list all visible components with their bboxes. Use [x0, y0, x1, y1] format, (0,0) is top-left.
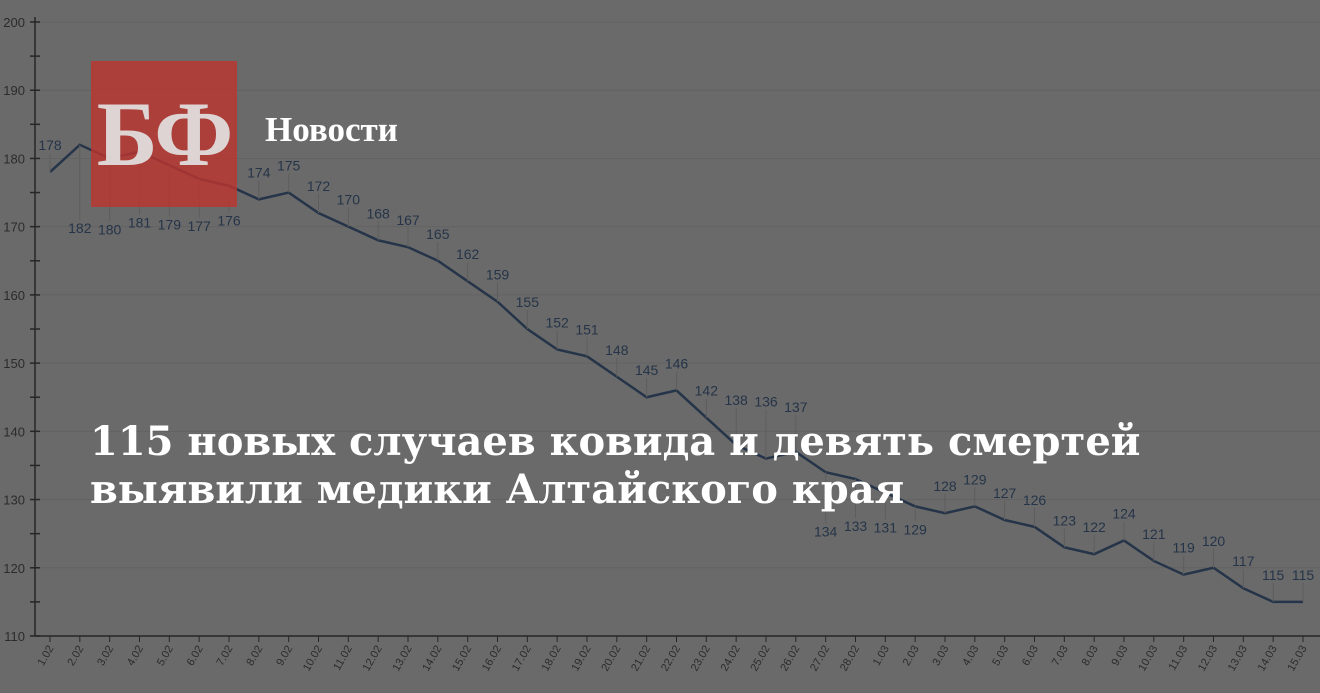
logo[interactable]: БФ	[91, 61, 237, 207]
section-link[interactable]: Новости	[265, 110, 398, 149]
logo-text: БФ	[96, 83, 233, 185]
headline: 115 новых случаев ковида и девять смерте…	[90, 418, 1141, 513]
